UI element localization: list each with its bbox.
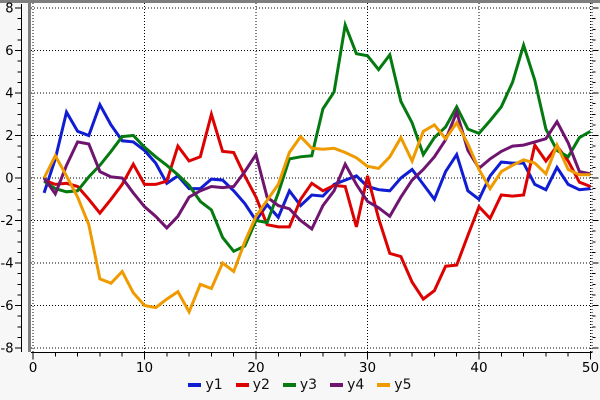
series-line-y1 [42, 101, 591, 224]
series-line-y5 [42, 119, 591, 316]
legend-swatch-y5 [377, 383, 391, 387]
legend-item-y1: y1 [188, 377, 223, 393]
y-tick-label--2: -2 [1, 214, 14, 229]
plot-border-top [0, 0, 600, 3]
x-tick-label-50: 50 [582, 360, 599, 376]
legend-item-y4: y4 [330, 378, 364, 392]
chart-legend: y1 y2 y3 y4 y5 [0, 378, 600, 392]
y-tick-label-4: 4 [5, 87, 13, 102]
y-tick-label-6: 6 [5, 44, 13, 59]
legend-swatch-y2 [235, 383, 249, 387]
legend-item-y3: y3 [282, 377, 318, 393]
legend-swatch-y1 [188, 383, 202, 387]
y-tick-label-8: 8 [5, 2, 13, 17]
legend-label-y4: y4 [347, 377, 365, 393]
series-line-y3 [43, 19, 592, 254]
x-tick-label-0: 0 [29, 360, 38, 376]
legend-swatch-y3 [282, 383, 296, 387]
x-tick-label-30: 30 [359, 360, 376, 376]
series-line-y4 [42, 107, 591, 232]
y-tick-label-0: 0 [5, 172, 13, 187]
x-tick-label-20: 20 [247, 360, 264, 376]
x-tick-label-10: 10 [136, 360, 153, 376]
plot-border-left [28, 0, 31, 352]
legend-label-y1: y1 [205, 377, 223, 393]
x-tick-label-40: 40 [470, 360, 487, 376]
legend-item-y2: y2 [235, 377, 270, 393]
y-tick-label--4: -4 [1, 257, 14, 272]
y-tick-label-2: 2 [5, 129, 13, 144]
y-tick-label--8: -8 [1, 342, 14, 357]
legend-label-y3: y3 [299, 377, 318, 393]
series-line-y2 [43, 108, 592, 302]
legend-label-y2: y2 [252, 377, 270, 393]
legend-swatch-y4 [330, 383, 344, 387]
y-tick-label--6: -6 [1, 299, 14, 314]
legend-item-y5: y5 [377, 377, 412, 393]
legend-label-y5: y5 [394, 377, 412, 393]
